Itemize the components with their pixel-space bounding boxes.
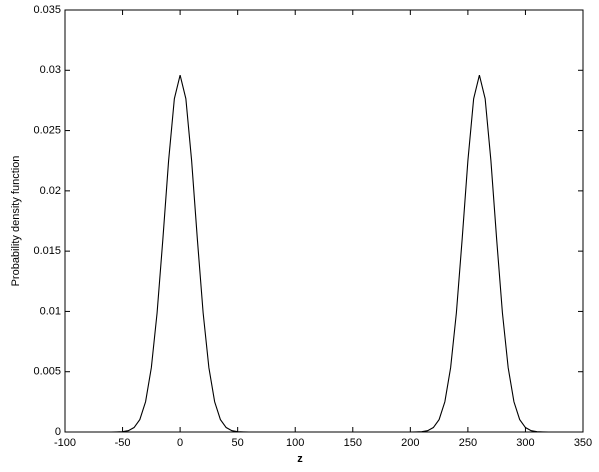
y-axis-label: Probability density function (10, 156, 22, 287)
x-tick-label: 250 (459, 437, 477, 449)
x-tick-label: -50 (115, 437, 131, 449)
x-tick-label: 350 (574, 437, 592, 449)
data-line (65, 74, 583, 433)
x-tick-label: 0 (177, 437, 183, 449)
x-tick-label: 100 (286, 437, 304, 449)
x-tick-label: 50 (232, 437, 244, 449)
y-tick-label: 0 (55, 426, 61, 438)
x-tick-label: 300 (516, 437, 534, 449)
y-tick-label: 0.005 (33, 366, 61, 378)
x-tick-label: 200 (401, 437, 419, 449)
y-tick-label: 0.03 (40, 64, 61, 76)
x-tick-label: -100 (54, 437, 76, 449)
y-tick-label: 0.025 (33, 124, 61, 136)
y-tick-label: 0.01 (40, 305, 61, 317)
y-tick-label: 0.035 (33, 4, 61, 16)
y-tick-label: 0.015 (33, 245, 61, 257)
x-axis-label: z (297, 453, 303, 465)
x-tick-label: 150 (344, 437, 362, 449)
y-tick-label: 0.02 (40, 185, 61, 197)
axes-box (64, 9, 584, 433)
